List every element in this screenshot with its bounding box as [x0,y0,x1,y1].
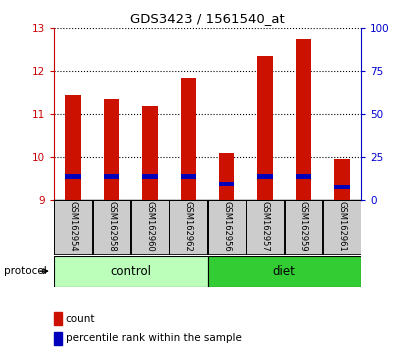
Bar [54,200,92,255]
Text: GSM162962: GSM162962 [184,201,193,252]
Bar [296,174,311,178]
Text: GDS3423 / 1561540_at: GDS3423 / 1561540_at [130,12,285,25]
Bar [208,200,246,255]
Bar [142,105,158,200]
Bar [104,99,119,200]
Bar [334,185,349,189]
Bar [208,256,361,287]
Text: GSM162956: GSM162956 [222,201,231,252]
Bar [104,174,119,178]
Bar [169,200,207,255]
Bar [296,39,311,200]
Text: GSM162961: GSM162961 [337,201,347,252]
Bar [93,200,130,255]
Bar [257,56,273,200]
Bar [257,174,273,178]
Bar [181,78,196,200]
Bar [219,182,234,186]
Text: count: count [66,314,95,324]
Bar [66,174,81,178]
Bar [54,312,62,325]
Bar [285,200,322,255]
Bar [323,200,361,255]
Text: control: control [110,265,151,278]
Text: GSM162960: GSM162960 [145,201,154,252]
Text: GSM162954: GSM162954 [68,201,78,252]
Bar [334,159,349,200]
Text: diet: diet [273,265,296,278]
Text: GSM162958: GSM162958 [107,201,116,252]
Bar [54,256,208,287]
Text: GSM162957: GSM162957 [261,201,270,252]
Text: percentile rank within the sample: percentile rank within the sample [66,333,242,343]
Bar [181,174,196,178]
Bar [142,174,158,178]
Text: GSM162959: GSM162959 [299,201,308,252]
Bar [54,332,62,345]
Text: protocol: protocol [4,266,47,276]
Bar [219,153,234,200]
Bar [66,95,81,200]
Bar [131,200,169,255]
Bar [246,200,284,255]
